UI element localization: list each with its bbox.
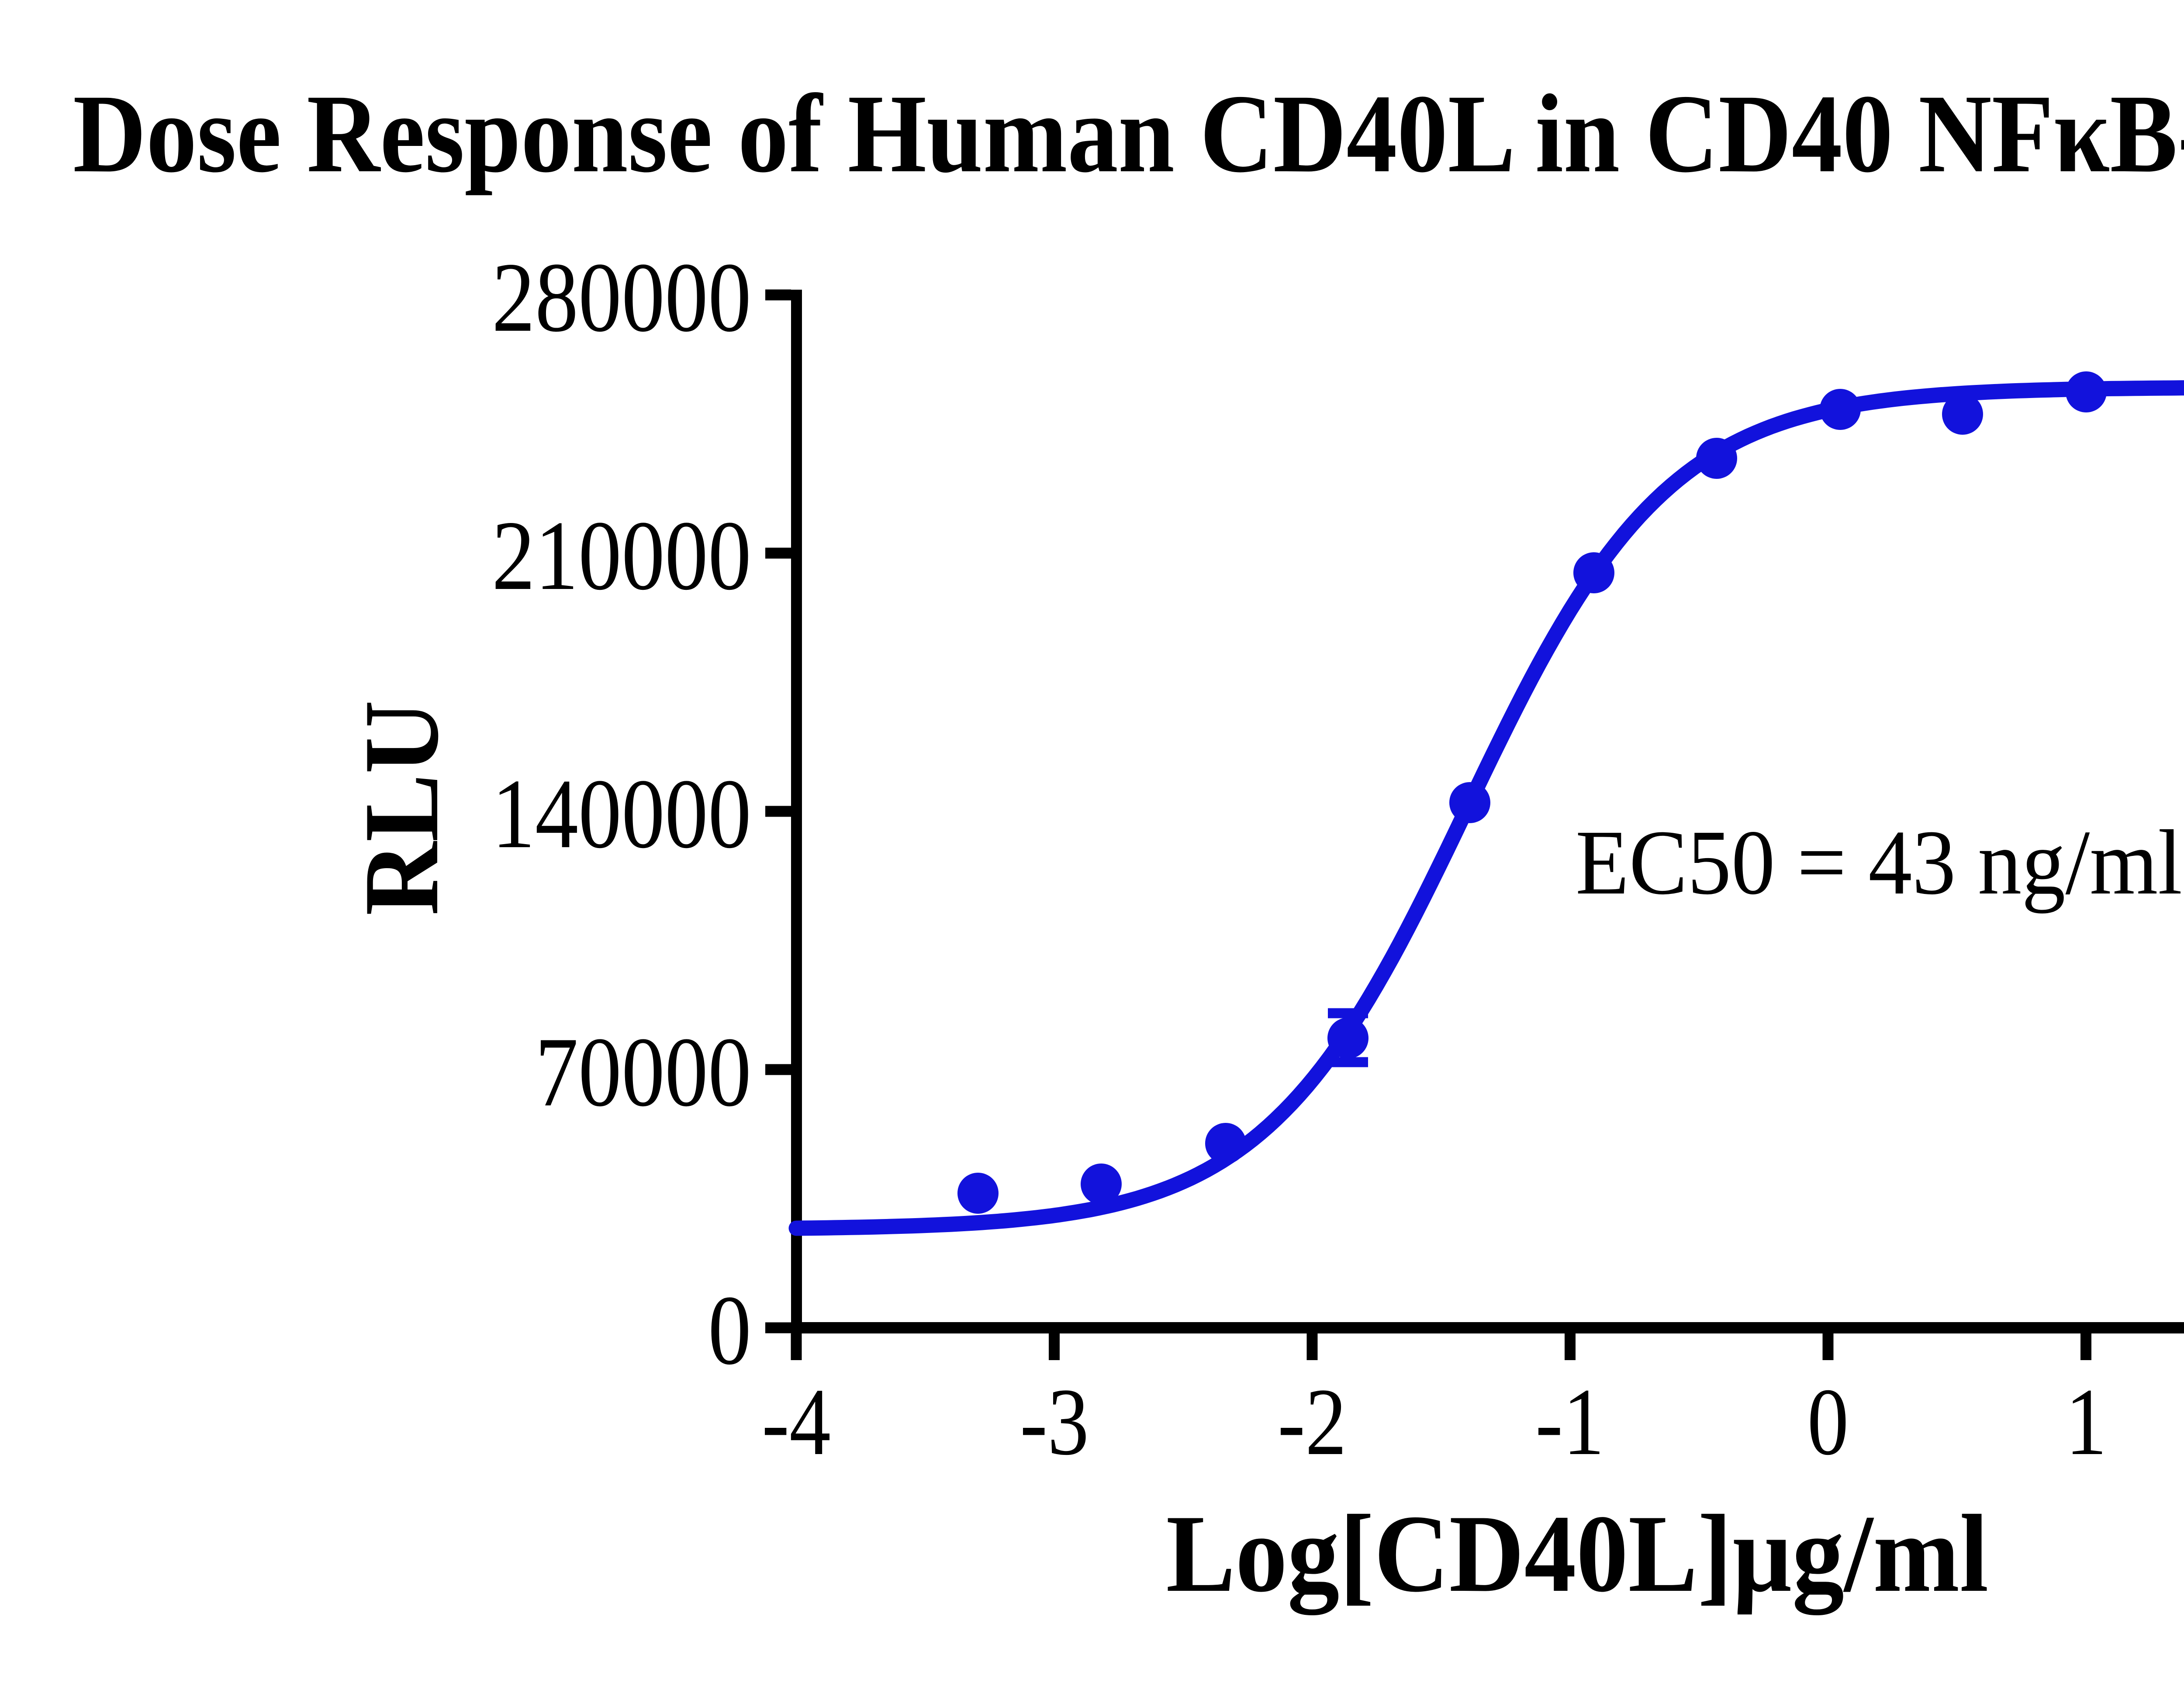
svg-text:Dose Response of Human CD40L i: Dose Response of Human CD40L in CD40 NFκ… [73,71,2184,196]
svg-text:Log[CD40L]µg/ml: Log[CD40L]µg/ml [1166,1492,1989,1615]
svg-text:RLU: RLU [342,700,460,916]
svg-text:140000: 140000 [492,759,751,869]
svg-text:-1: -1 [1535,1368,1604,1475]
svg-text:EC50 = 43 ng/ml: EC50 = 43 ng/ml [1576,811,2182,914]
svg-text:1: 1 [2066,1368,2107,1475]
svg-text:210000: 210000 [492,501,751,611]
svg-text:0: 0 [1807,1368,1849,1475]
svg-text:-3: -3 [1020,1368,1089,1475]
svg-text:280000: 280000 [492,242,751,353]
svg-text:-4: -4 [762,1368,831,1475]
svg-text:70000: 70000 [535,1017,751,1127]
svg-text:-2: -2 [1278,1368,1347,1475]
svg-text:0: 0 [708,1275,751,1385]
